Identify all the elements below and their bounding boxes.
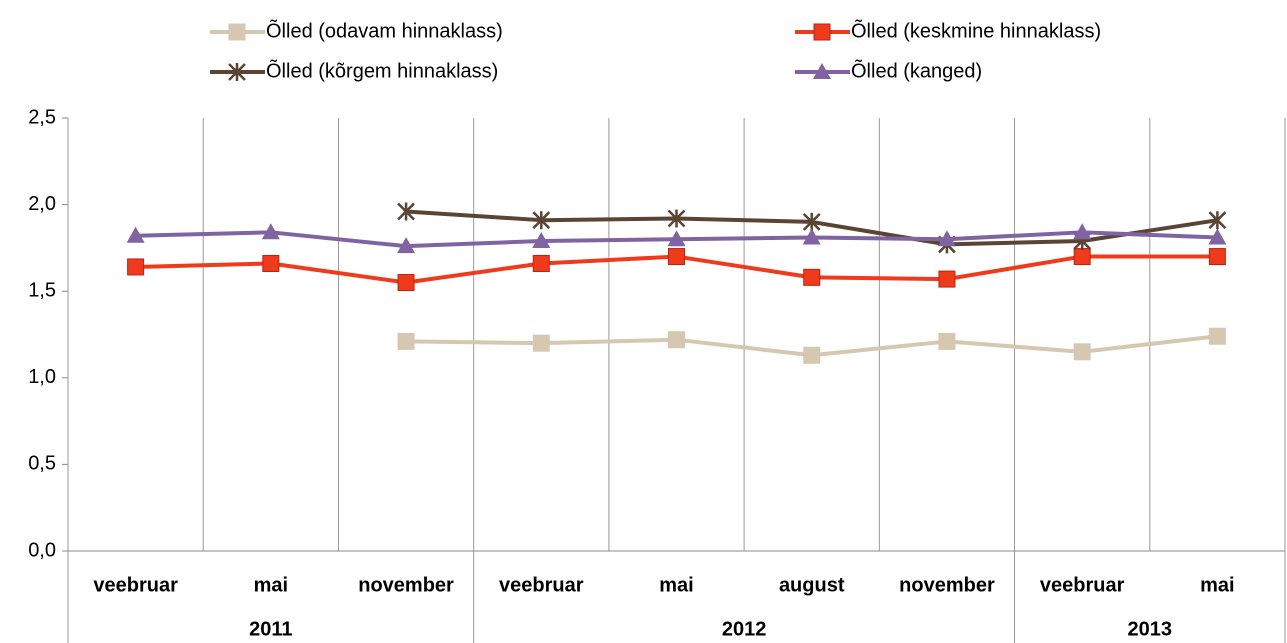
y-tick-label: 2,5 [28,106,56,128]
marker [126,226,145,243]
marker [1073,248,1091,266]
x-tick-label: veebruar [93,574,178,596]
marker [668,331,685,349]
x-tick-label: november [358,574,454,596]
x-tick-label: veebruar [499,574,584,596]
y-tick-label: 0,0 [28,539,56,561]
legend-item: Õlled (kõrgem hinnaklass) [210,58,498,82]
legend-label: Õlled (keskmine hinnaklass) [851,18,1101,42]
legend-label: Õlled (kanged) [851,58,982,82]
marker [938,332,956,350]
marker [532,211,551,230]
marker [938,270,956,288]
marker [813,63,831,79]
marker [668,248,685,266]
marker [1208,327,1226,345]
marker [397,274,415,292]
legend-item: Õlled (kanged) [795,58,982,82]
marker [532,231,551,248]
legend-item: Õlled (keskmine hinnaklass) [795,18,1101,42]
group-label: 2012 [722,618,767,640]
marker [261,223,280,240]
marker [262,254,280,272]
legend-label: Õlled (kõrgem hinnaklass) [266,58,498,82]
legend-label: Õlled (odavam hinnaklass) [266,18,503,42]
marker [1073,343,1091,361]
marker [1208,248,1226,266]
marker [228,23,246,41]
y-tick-label: 1,0 [28,366,56,388]
y-tick-label: 1,5 [28,279,56,301]
series [397,202,1227,254]
group-label: 2013 [1128,618,1173,640]
series [126,223,1227,254]
y-tick-label: 0,5 [28,453,56,475]
marker [228,63,246,81]
marker [532,254,550,272]
group-label: 2011 [249,618,292,640]
marker [937,230,956,247]
marker [667,230,686,247]
marker [1073,223,1092,240]
x-tick-label: november [899,574,995,596]
marker [397,237,416,254]
x-tick-label: veebruar [1040,574,1125,596]
series [397,327,1226,364]
marker [813,23,831,41]
marker [397,202,415,221]
marker [127,258,145,276]
x-tick-label: august [779,574,845,596]
marker [1208,211,1227,230]
marker [803,268,821,286]
legend-item: Õlled (odavam hinnaklass) [210,18,503,42]
marker [802,228,821,245]
marker [397,332,415,350]
x-tick-label: mai [1200,574,1234,596]
marker [1208,228,1227,245]
series [127,248,1226,292]
x-tick-label: mai [659,574,693,596]
y-tick-label: 2,0 [28,193,56,215]
x-tick-label: mai [254,574,288,596]
marker [532,334,550,352]
marker [803,346,821,364]
marker [667,209,686,228]
marker [802,212,821,231]
